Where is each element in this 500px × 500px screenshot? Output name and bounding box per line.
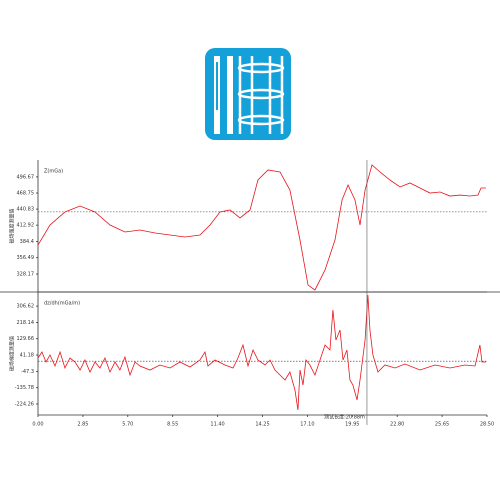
annotation: Z(mGa)	[44, 169, 63, 175]
y-tick-label: 496.67	[17, 174, 35, 180]
x-tick-label: 19.95	[345, 422, 359, 428]
x-tick-label: 11.40	[210, 422, 224, 428]
x-tick-label: 8.55	[167, 422, 178, 428]
data-line	[37, 294, 486, 411]
y-tick-label: 468.75	[17, 191, 35, 197]
x-tick-label: 25.65	[435, 422, 449, 428]
y-tick-label: 328.17	[17, 272, 35, 278]
cursor-label: 测试长度:20.88m	[324, 414, 365, 421]
annotation: dz/dh(mGa/m)	[44, 301, 80, 307]
y-tick-label: 41.18	[20, 353, 34, 359]
data-line	[37, 164, 486, 291]
y-tick-label: 440.83	[17, 207, 35, 213]
app-icon	[205, 48, 291, 140]
y-tick-label: 129.66	[17, 336, 35, 342]
y-tick-label: -135.78	[15, 385, 34, 391]
y-tick-label: -224.26	[15, 401, 34, 407]
y-axis-label: 磁场强度测量值	[9, 208, 16, 243]
x-tick-label: 22.80	[390, 422, 404, 428]
x-tick-label: 14.25	[255, 422, 269, 428]
y-tick-label: 384.4	[20, 239, 34, 245]
y-tick-label: 356.49	[17, 255, 35, 261]
x-tick-label: 2.85	[77, 422, 88, 428]
y-tick-label: 306.62	[17, 304, 35, 310]
x-tick-label: 28.50	[480, 422, 494, 428]
x-tick-label: 0.00	[32, 422, 43, 428]
x-tick-label: 5.70	[122, 422, 133, 428]
x-tick-label: 17.10	[300, 422, 314, 428]
y-axis-label: 磁场梯度测量值	[9, 336, 16, 371]
y-tick-label: -47.3	[21, 369, 34, 375]
y-tick-label: 218.14	[17, 320, 35, 326]
y-tick-label: 412.92	[17, 223, 35, 229]
